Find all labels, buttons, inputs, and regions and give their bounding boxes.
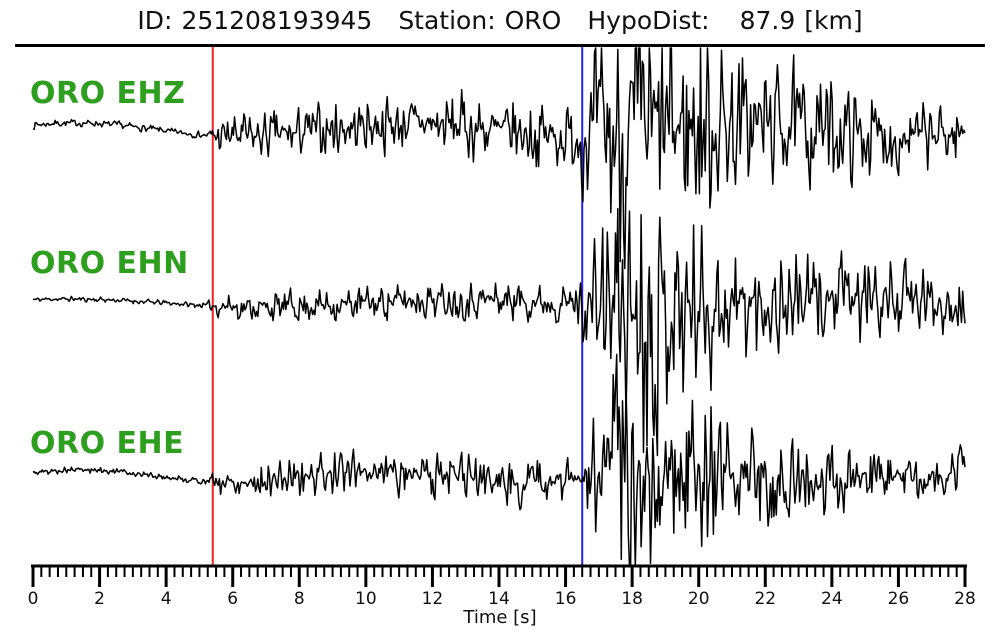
tick-label: 4 bbox=[161, 589, 172, 609]
tick-label: 14 bbox=[488, 589, 510, 609]
tick-label: 24 bbox=[821, 589, 843, 609]
trace-ehn bbox=[32, 207, 966, 457]
time-axis: 0 2 4 6 8 10 12 14 16 18 20 22 24 26 28 bbox=[28, 564, 976, 609]
id-label: ID: bbox=[137, 6, 173, 35]
tick-label: 18 bbox=[621, 589, 643, 609]
hypodist-value: 87.9 bbox=[739, 6, 796, 35]
trace-label-ehe: ORO EHE bbox=[30, 426, 185, 461]
trace-ehz bbox=[32, 47, 966, 270]
station-label: Station: bbox=[398, 6, 496, 35]
tick-label: 20 bbox=[688, 589, 710, 609]
tick-label: 6 bbox=[227, 589, 238, 609]
trace-label-ehn: ORO EHN bbox=[30, 246, 189, 281]
tick-label: 10 bbox=[355, 589, 377, 609]
trace-ehe bbox=[32, 353, 966, 567]
figure-title: ID: 251208193945 Station: ORO HypoDist: 87.9 [… bbox=[0, 6, 1000, 35]
tick-label: 0 bbox=[28, 589, 39, 609]
tick-label: 12 bbox=[422, 589, 444, 609]
waveform-traces bbox=[32, 47, 966, 567]
tick-label: 28 bbox=[954, 589, 976, 609]
trace-label-ehz: ORO EHZ bbox=[30, 76, 186, 111]
tick-label: 26 bbox=[888, 589, 910, 609]
tick-label: 2 bbox=[94, 589, 105, 609]
time-axis-label: Time [s] bbox=[463, 607, 537, 628]
tick-label: 16 bbox=[555, 589, 577, 609]
tick-label: 8 bbox=[294, 589, 305, 609]
tick-label: 22 bbox=[754, 589, 776, 609]
id-value: 251208193945 bbox=[181, 6, 373, 35]
hypodist-label: HypoDist: bbox=[587, 6, 710, 35]
station-value: ORO bbox=[504, 6, 562, 35]
hypodist-unit: [km] bbox=[804, 6, 863, 35]
title-separator-line bbox=[15, 44, 985, 47]
